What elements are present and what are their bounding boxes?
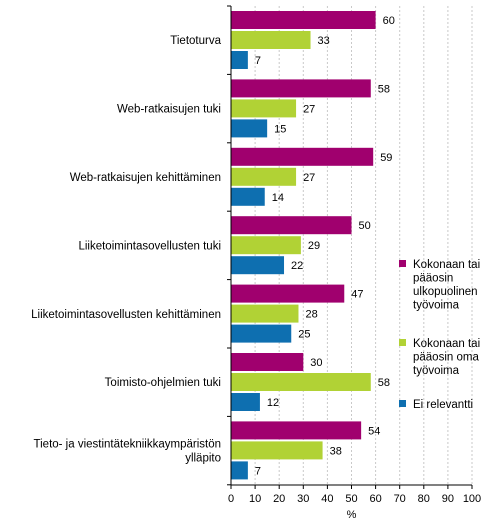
bars bbox=[231, 11, 376, 480]
value-label: 30 bbox=[310, 357, 322, 369]
bar bbox=[231, 51, 248, 69]
bar bbox=[231, 256, 285, 275]
bar bbox=[231, 373, 371, 391]
bar bbox=[231, 119, 268, 138]
x-tick-label: 100 bbox=[463, 493, 481, 505]
category-label: Liiketoimintasovellusten kehittäminen bbox=[31, 309, 221, 321]
legend-swatch bbox=[399, 339, 406, 346]
category-label: ylläpito bbox=[185, 453, 221, 465]
bar bbox=[231, 79, 371, 98]
x-tick-label: 40 bbox=[321, 493, 333, 505]
value-label: 28 bbox=[305, 309, 317, 321]
category-label: Tieto- ja viestintätekniikkaympäristön bbox=[34, 439, 221, 451]
value-label: 22 bbox=[291, 260, 303, 272]
bar bbox=[231, 421, 362, 440]
bar bbox=[231, 236, 301, 255]
value-label: 38 bbox=[330, 445, 342, 457]
legend-label: työvoima bbox=[413, 300, 460, 312]
value-label: 15 bbox=[274, 123, 286, 135]
legend-label: ulkopuolinen bbox=[413, 286, 478, 298]
value-label: 12 bbox=[267, 397, 279, 409]
bar bbox=[231, 187, 265, 206]
bar bbox=[231, 31, 311, 49]
value-label: 54 bbox=[368, 425, 380, 437]
value-label: 47 bbox=[351, 289, 363, 301]
axes bbox=[227, 5, 473, 489]
value-label: 59 bbox=[380, 152, 392, 164]
x-tick-labels: 0 10 20 30 40 50 60 70 80 90 100 bbox=[228, 493, 481, 505]
category-label: Toimisto-ohjelmien tuki bbox=[105, 377, 221, 389]
bar bbox=[231, 304, 299, 323]
bar bbox=[231, 393, 260, 411]
x-tick-label: 70 bbox=[394, 493, 406, 505]
x-tick-label: 30 bbox=[297, 493, 309, 505]
value-label: 29 bbox=[308, 240, 320, 252]
value-label: 27 bbox=[303, 172, 315, 184]
x-tick-label: 0 bbox=[228, 493, 234, 505]
value-label: 58 bbox=[378, 377, 390, 389]
legend-label: työvoima bbox=[413, 365, 460, 377]
bar bbox=[231, 324, 292, 343]
value-label: 33 bbox=[318, 35, 330, 47]
category-label: Web-ratkaisujen tuki bbox=[117, 104, 221, 116]
value-label: 27 bbox=[303, 103, 315, 115]
legend-label: pääosin bbox=[413, 273, 453, 285]
value-labels: 60 33 7 58 27 15 59 27 14 50 29 22 47 28 25 30 58 12 54 38 7 bbox=[255, 15, 395, 477]
legend-label: pääosin oma bbox=[413, 352, 479, 364]
value-label: 60 bbox=[383, 15, 395, 27]
value-label: 14 bbox=[272, 192, 284, 204]
x-tick-label: 10 bbox=[249, 493, 261, 505]
bar bbox=[231, 216, 352, 235]
x-tick-label: 50 bbox=[345, 493, 357, 505]
legend-label: Kokonaan tai bbox=[413, 338, 480, 350]
x-tick-label: 90 bbox=[442, 493, 454, 505]
value-label: 25 bbox=[298, 329, 310, 341]
category-label: Web-ratkaisujen kehittäminen bbox=[70, 172, 221, 184]
category-label: Tietoturva bbox=[170, 35, 221, 47]
category-label: Liiketoimintasovellusten tuki bbox=[78, 240, 221, 252]
x-axis-title: % bbox=[347, 509, 357, 521]
bar bbox=[231, 284, 345, 303]
value-label: 58 bbox=[378, 83, 390, 95]
value-label: 50 bbox=[359, 220, 371, 232]
bar bbox=[231, 11, 376, 29]
bar bbox=[231, 167, 297, 186]
category-labels: Tietoturva Web-ratkaisujen tuki Web-ratkai… bbox=[31, 35, 221, 464]
legend-swatch bbox=[399, 260, 406, 267]
x-tick-label: 20 bbox=[273, 493, 285, 505]
bar bbox=[231, 461, 248, 480]
bar bbox=[231, 147, 374, 166]
value-label: 7 bbox=[255, 465, 261, 477]
value-label: 7 bbox=[255, 55, 261, 67]
x-tick-label: 60 bbox=[369, 493, 381, 505]
bar bbox=[231, 99, 297, 118]
legend-label: Kokonaan tai bbox=[413, 259, 480, 271]
x-tick-label: 80 bbox=[418, 493, 430, 505]
bar bbox=[231, 441, 323, 460]
legend-swatch bbox=[399, 400, 406, 407]
bar bbox=[231, 353, 304, 371]
legend-label: Ei relevantti bbox=[413, 399, 473, 411]
